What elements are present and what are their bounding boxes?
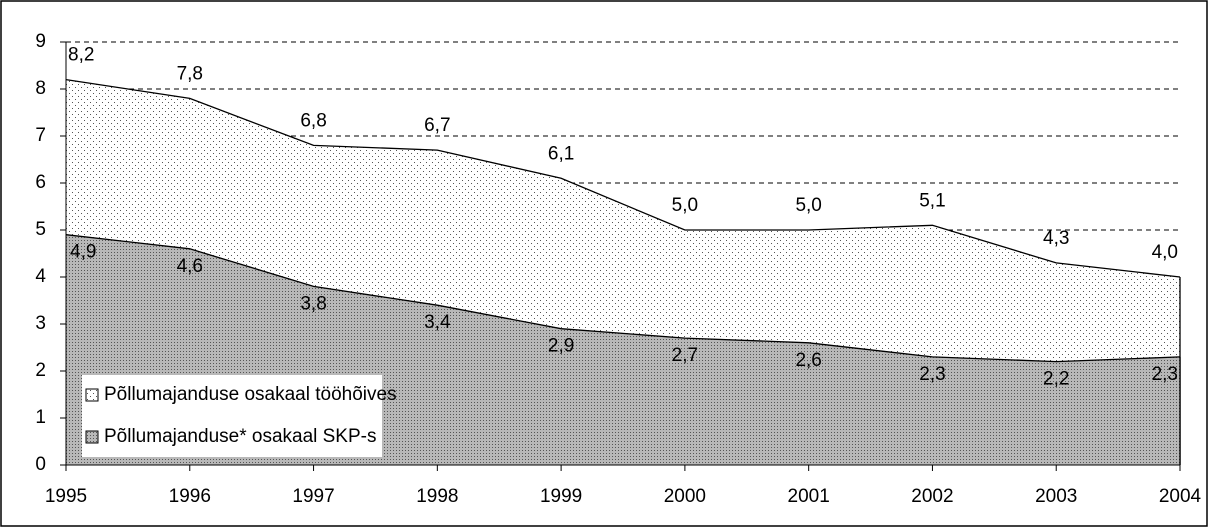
data-label: 2,3 bbox=[1152, 364, 1178, 385]
y-tick-label: 6 bbox=[35, 172, 46, 193]
y-tick-label: 0 bbox=[35, 454, 46, 475]
legend-label: Põllumajanduse* osakaal SKP-s bbox=[104, 426, 377, 447]
x-tick-label: 1996 bbox=[169, 486, 211, 507]
data-label: 6,7 bbox=[424, 115, 450, 136]
x-tick-label: 1995 bbox=[45, 486, 87, 507]
x-tick-label: 1998 bbox=[416, 486, 458, 507]
y-tick-label: 5 bbox=[35, 219, 46, 240]
x-tick-label: 1997 bbox=[292, 486, 334, 507]
y-tick-label: 2 bbox=[35, 360, 46, 381]
x-tick-label: 2003 bbox=[1035, 486, 1077, 507]
area-line bbox=[65, 234, 1181, 363]
data-label: 6,8 bbox=[300, 110, 326, 131]
data-label: 2,9 bbox=[548, 336, 574, 357]
data-label: 6,1 bbox=[548, 143, 574, 164]
x-tick-label: 2002 bbox=[911, 486, 953, 507]
legend-swatch bbox=[85, 388, 99, 402]
data-label: 5,0 bbox=[795, 195, 821, 216]
y-tick-label: 9 bbox=[35, 31, 46, 52]
legend-box bbox=[82, 375, 382, 457]
data-label: 4,9 bbox=[70, 242, 96, 263]
data-label: 8,2 bbox=[68, 45, 94, 66]
y-tick-label: 7 bbox=[35, 125, 46, 146]
y-tick-label: 3 bbox=[35, 313, 46, 334]
x-tick-label: 2004 bbox=[1159, 486, 1202, 507]
data-label: 5,0 bbox=[672, 195, 698, 216]
data-label: 2,2 bbox=[1043, 369, 1069, 390]
data-label: 4,0 bbox=[1152, 242, 1178, 263]
x-tick-label: 2001 bbox=[788, 486, 830, 507]
data-label: 2,7 bbox=[672, 345, 698, 366]
data-label: 3,8 bbox=[300, 293, 326, 314]
area-line bbox=[65, 78, 1181, 278]
legend-label: Põllumajanduse osakaal tööhõives bbox=[104, 384, 397, 405]
data-label: 5,1 bbox=[919, 190, 945, 211]
y-tick-label: 8 bbox=[35, 78, 46, 99]
data-label: 4,3 bbox=[1043, 228, 1069, 249]
y-tick-label: 1 bbox=[35, 407, 46, 428]
x-tick-label: 1999 bbox=[540, 486, 582, 507]
data-label: 4,6 bbox=[177, 256, 203, 277]
data-label: 7,8 bbox=[177, 63, 203, 84]
x-tick-label: 2000 bbox=[664, 486, 706, 507]
data-label: 3,4 bbox=[424, 312, 451, 333]
y-tick-label: 4 bbox=[35, 266, 46, 287]
data-label: 2,3 bbox=[919, 364, 945, 385]
data-label: 2,6 bbox=[795, 350, 821, 371]
legend-swatch bbox=[85, 430, 99, 444]
